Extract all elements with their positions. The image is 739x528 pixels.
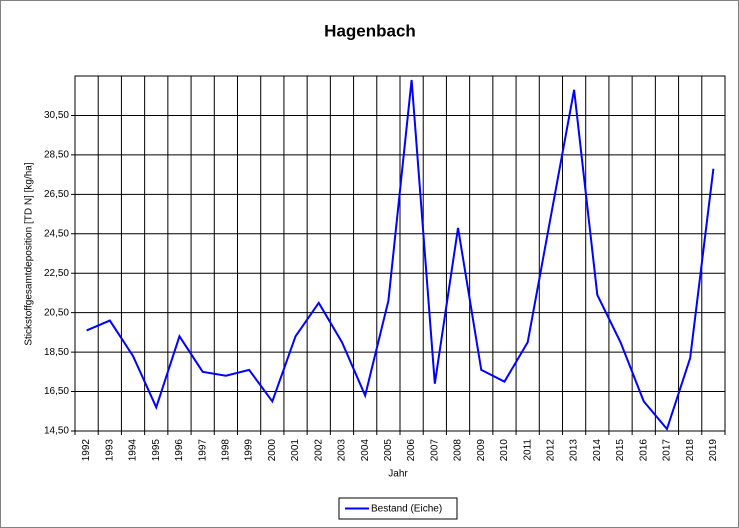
y-tick-label: 18,50 xyxy=(44,347,69,358)
y-tick-label: 22,50 xyxy=(44,268,69,279)
x-tick-label: 2004 xyxy=(360,439,371,462)
x-tick-label: 2017 xyxy=(662,439,673,462)
x-tick-label: 1996 xyxy=(174,439,185,462)
x-tick-label: 1999 xyxy=(244,439,255,462)
x-tick-label: 2010 xyxy=(499,439,510,462)
x-tick-label: 2007 xyxy=(429,439,440,462)
chart-title: Hagenbach xyxy=(324,21,416,40)
x-tick-label: 2012 xyxy=(546,439,557,462)
x-tick-label: 2019 xyxy=(708,439,719,462)
x-tick-label: 2008 xyxy=(453,439,464,462)
y-axis-title: Stickstoffgesamtdeposition [TD N] [kg/ha… xyxy=(24,162,35,345)
x-tick-label: 1994 xyxy=(128,439,139,462)
y-tick-label: 24,50 xyxy=(44,228,69,239)
y-tick-label: 14,50 xyxy=(44,426,69,437)
x-tick-label: 2006 xyxy=(406,439,417,462)
x-tick-label: 2002 xyxy=(313,439,324,462)
x-tick-label: 2013 xyxy=(569,439,580,462)
y-tick-label: 26,50 xyxy=(44,189,69,200)
legend-box xyxy=(338,497,458,520)
x-tick-label: 2018 xyxy=(685,439,696,462)
x-tick-label: 2015 xyxy=(615,439,626,462)
y-tick-label: 30,50 xyxy=(44,110,69,121)
y-tick-label: 28,50 xyxy=(44,150,69,161)
x-tick-label: 2014 xyxy=(592,439,603,462)
x-tick-label: 1992 xyxy=(81,439,92,462)
x-axis-title: Jahr xyxy=(388,469,408,480)
x-tick-label: 1997 xyxy=(197,439,208,462)
x-tick-label: 1993 xyxy=(104,439,115,462)
x-tick-label: 1995 xyxy=(151,439,162,462)
x-tick-label: 2009 xyxy=(476,439,487,462)
x-tick-label: 2016 xyxy=(638,439,649,462)
x-tick-label: 2001 xyxy=(290,439,301,462)
y-tick-label: 16,50 xyxy=(44,386,69,397)
x-tick-label: 1998 xyxy=(221,439,232,462)
series-line xyxy=(86,79,715,432)
x-tick-label: 2000 xyxy=(267,439,278,462)
x-tick-label: 2011 xyxy=(522,439,533,461)
x-tick-label: 2003 xyxy=(337,439,348,462)
x-tick-label: 2005 xyxy=(383,439,394,462)
y-tick-label: 20,50 xyxy=(44,307,69,318)
legend-label: Bestand (Eiche) xyxy=(371,504,442,515)
